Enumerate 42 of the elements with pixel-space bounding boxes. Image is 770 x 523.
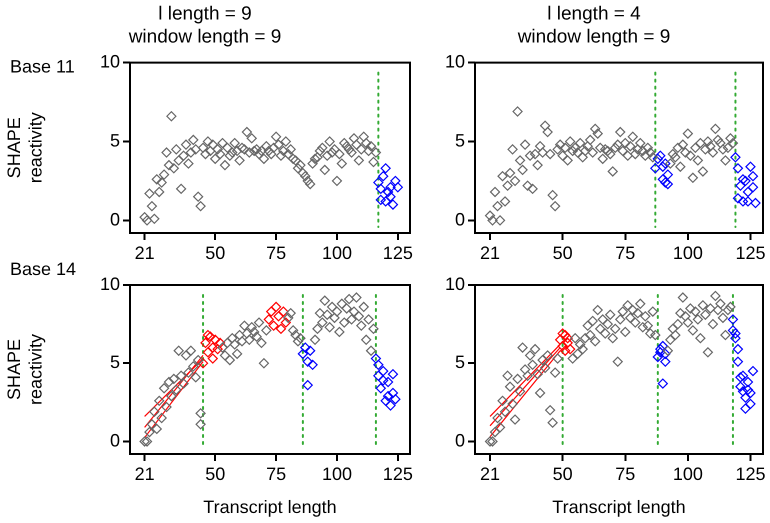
x-tick-label: 21 (134, 242, 155, 263)
chart-subtitle: window length = 9 (516, 26, 670, 48)
y-tick-label: 5 (454, 352, 465, 372)
x-tick-label: 50 (205, 464, 226, 484)
x-tick-label: 75 (615, 242, 636, 263)
x-tick-label: 125 (735, 464, 766, 484)
x-tick-label: 21 (134, 464, 155, 484)
y-tick-label: 10 (444, 274, 465, 294)
x-axis-title: Transcript length (203, 497, 337, 518)
x-tick-label: 21 (480, 242, 500, 263)
x-tick-label: 75 (266, 242, 286, 263)
y-axis-title: SHAPE reactivity (4, 112, 46, 184)
y-tick-label: 5 (110, 130, 120, 150)
y-tick-label: 5 (454, 130, 465, 150)
chart-subtitle: window length = 9 (128, 26, 282, 48)
y-tick-label: 0 (454, 209, 465, 230)
x-tick-label: 50 (552, 464, 573, 484)
x-tick-label: 100 (322, 242, 352, 263)
y-tick-label: 5 (110, 352, 120, 372)
x-tick-label: 100 (672, 242, 703, 263)
y-axis-title: SHAPE reactivity (4, 334, 46, 406)
chart-title: l length = 4 (547, 4, 642, 25)
x-tick-label: 21 (480, 464, 500, 484)
x-tick-label: 75 (266, 464, 286, 484)
x-tick-label: 125 (735, 242, 766, 263)
x-tick-label: 100 (672, 464, 703, 484)
x-tick-label: 50 (205, 242, 226, 263)
x-axis-title: Transcript length (552, 497, 686, 518)
x-tick-label: 50 (552, 242, 573, 263)
y-tick-label: 0 (110, 430, 120, 450)
chart-title: l length = 9 (158, 4, 252, 25)
x-tick-label: 125 (382, 464, 413, 484)
x-tick-label: 100 (322, 464, 352, 484)
y-tick-label: 10 (100, 274, 120, 294)
y-tick-label: 10 (100, 52, 120, 72)
y-tick-label: 0 (110, 209, 120, 230)
text: Base 14 (10, 258, 76, 279)
x-tick-label: 125 (382, 242, 413, 263)
text: Base 11 (10, 56, 75, 77)
x-tick-label: 75 (615, 464, 636, 484)
y-tick-label: 0 (454, 430, 465, 450)
y-tick-label: 10 (444, 52, 465, 72)
